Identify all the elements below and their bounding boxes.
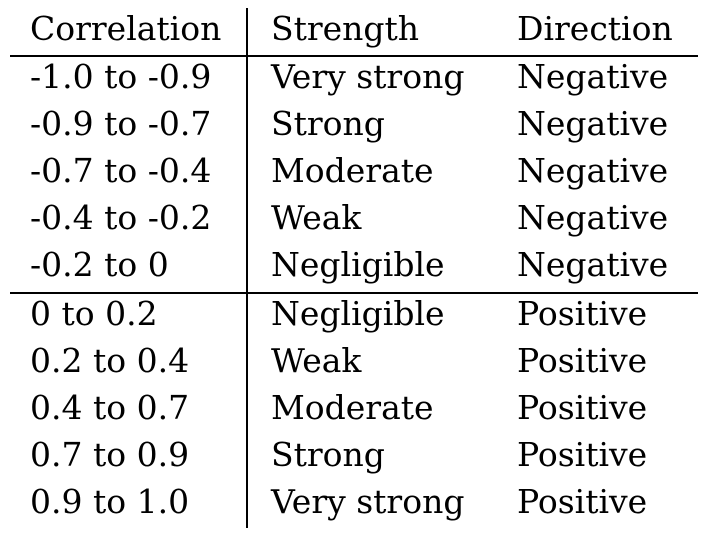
table-cell-correlation: 0.4 to 0.7 (30, 388, 190, 427)
table-cell-direction: Negative (517, 245, 669, 284)
table-cell-direction: Positive (517, 388, 648, 427)
header-correlation: Correlation (30, 9, 222, 48)
table-cell-strength: Very strong (271, 482, 465, 521)
header-strength: Strength (271, 9, 420, 48)
table-cell-correlation: -0.7 to -0.4 (30, 151, 212, 190)
table-cell-direction: Positive (517, 294, 648, 333)
table-cell-direction: Negative (517, 104, 669, 143)
table-cell-strength: Moderate (271, 388, 434, 427)
table-cell-direction: Positive (517, 482, 648, 521)
sign-divider-rule (10, 292, 698, 294)
table-cell-correlation: 0 to 0.2 (30, 294, 158, 333)
table-cell-correlation: 0.2 to 0.4 (30, 341, 190, 380)
table-cell-correlation: -0.2 to 0 (30, 245, 169, 284)
table-cell-correlation: -0.9 to -0.7 (30, 104, 212, 143)
table-cell-strength: Very strong (271, 57, 465, 96)
table-cell-correlation: -1.0 to -0.9 (30, 57, 212, 96)
header-direction: Direction (517, 9, 673, 48)
table-cell-strength: Weak (271, 341, 362, 380)
table-cell-correlation: 0.9 to 1.0 (30, 482, 190, 521)
table-cell-strength: Moderate (271, 151, 434, 190)
table-cell-direction: Positive (517, 435, 648, 474)
table-cell-strength: Negligible (271, 294, 445, 333)
table-cell-strength: Weak (271, 198, 362, 237)
header-rule (10, 55, 698, 57)
table-cell-strength: Negligible (271, 245, 445, 284)
table-cell-direction: Negative (517, 151, 669, 190)
table-cell-strength: Strong (271, 104, 385, 143)
column-divider (246, 8, 248, 528)
table-cell-strength: Strong (271, 435, 385, 474)
table-cell-direction: Negative (517, 57, 669, 96)
table-cell-direction: Positive (517, 341, 648, 380)
table-cell-correlation: -0.4 to -0.2 (30, 198, 212, 237)
table-cell-direction: Negative (517, 198, 669, 237)
table-cell-correlation: 0.7 to 0.9 (30, 435, 190, 474)
